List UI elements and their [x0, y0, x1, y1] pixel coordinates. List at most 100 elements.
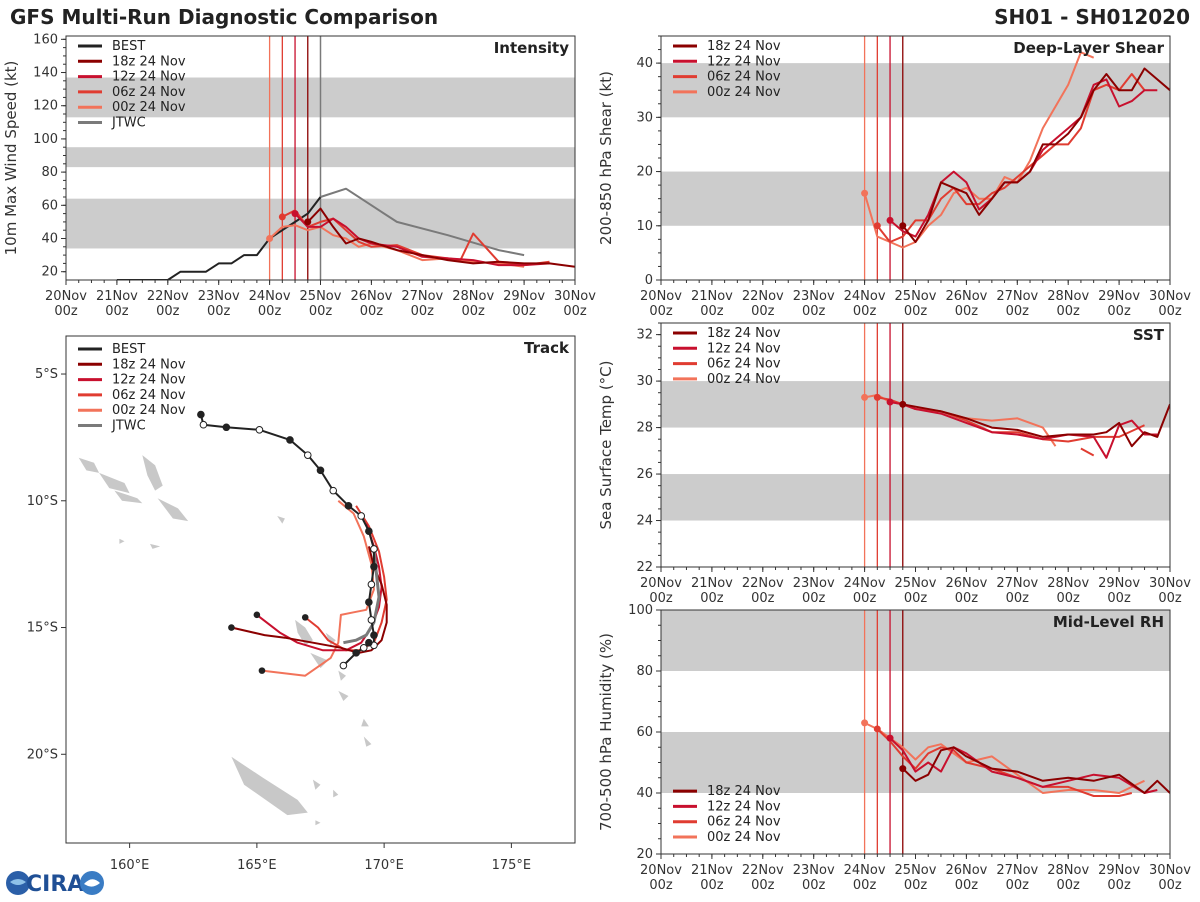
- y-axis-label: 200-850 hPa Shear (kt): [597, 71, 615, 245]
- y-tick-label: 20: [636, 165, 653, 180]
- x-tick-label: 20Nov: [45, 289, 87, 304]
- figure-title: GFS Multi-Run Diagnostic Comparison: [10, 5, 438, 29]
- x-tick-sublabel: 00z: [700, 591, 724, 606]
- x-tick-label: 22Nov: [742, 289, 784, 304]
- y-tick-label: 0: [645, 273, 653, 288]
- lat-tick-label: 10°S: [27, 494, 58, 509]
- legend-label-run00: 00z 24 Nov: [112, 403, 186, 418]
- y-tick-label: 26: [636, 467, 653, 482]
- best-track-point: [339, 661, 348, 670]
- y-tick-label: 160: [33, 32, 58, 47]
- lat-tick-label: 15°S: [27, 621, 58, 636]
- best-track-point: [344, 502, 353, 510]
- series-line-run00: [863, 51, 1095, 249]
- x-tick-sublabel: 00z: [802, 591, 826, 606]
- legend-label-run00: 00z 24 Nov: [707, 85, 781, 100]
- x-tick-sublabel: 00z: [955, 304, 979, 319]
- x-tick-label: 26Nov: [945, 289, 987, 304]
- best-track-point: [316, 466, 325, 475]
- x-tick-sublabel: 00z: [258, 304, 282, 319]
- series-line-run18: [902, 746, 1170, 794]
- legend-label-run06: 06z 24 Nov: [112, 85, 186, 100]
- track-line-run00: [261, 500, 375, 677]
- x-tick-sublabel: 00z: [1057, 878, 1081, 893]
- x-tick-label: 29Nov: [1098, 576, 1140, 591]
- legend-label-run12: 12z 24 Nov: [112, 70, 186, 85]
- init-point-run00: [861, 393, 869, 401]
- legend-label-run06: 06z 24 Nov: [707, 70, 781, 85]
- series-group-sst: [861, 393, 1170, 459]
- y-tick-label: 10: [636, 219, 653, 234]
- best-track-point: [370, 562, 378, 571]
- y-tick-label: 24: [636, 514, 653, 529]
- x-tick-label: 23Nov: [198, 289, 240, 304]
- legend-label-run12: 12z 24 Nov: [112, 373, 186, 388]
- x-tick-sublabel: 00z: [1057, 304, 1081, 319]
- x-tick-label: 25Nov: [895, 289, 937, 304]
- best-track-point: [359, 644, 368, 652]
- x-tick-sublabel: 00z: [853, 591, 877, 606]
- y-tick-label: 30: [636, 374, 653, 389]
- init-point-run06: [873, 393, 881, 401]
- series-group-intensity: [116, 187, 575, 280]
- island: [363, 736, 372, 747]
- x-tick-label: 20Nov: [640, 863, 682, 878]
- island: [99, 472, 130, 494]
- island: [312, 779, 321, 790]
- x-tick-label: 28Nov: [452, 289, 494, 304]
- init-point-run12: [291, 210, 299, 218]
- panel-rh: 2040608010020Nov00z21Nov00z22Nov00z23Nov…: [597, 603, 1191, 893]
- best-track-point: [357, 512, 366, 520]
- init-point-run18: [304, 218, 312, 226]
- best-track-point: [352, 649, 360, 657]
- x-tick-label: 30Nov: [1149, 863, 1191, 878]
- x-tick-label: 27Nov: [996, 576, 1038, 591]
- x-tick-sublabel: 00z: [1158, 591, 1182, 606]
- y-tick-label: 80: [636, 664, 653, 679]
- threshold-band: [661, 381, 1170, 428]
- island: [157, 498, 189, 522]
- x-tick-sublabel: 00z: [904, 591, 928, 606]
- x-tick-sublabel: 00z: [309, 304, 333, 319]
- x-tick-label: 26Nov: [945, 576, 987, 591]
- lon-tick-label: 160°E: [110, 858, 150, 873]
- x-tick-sublabel: 00z: [700, 304, 724, 319]
- island: [150, 543, 161, 549]
- panel-shear: 01020304020Nov00z21Nov00z22Nov00z23Nov00…: [597, 35, 1191, 319]
- y-tick-label: 20: [636, 847, 653, 862]
- x-tick-label: 27Nov: [996, 863, 1038, 878]
- legend-label-jtwc: JTWC: [111, 116, 146, 131]
- x-tick-sublabel: 00z: [700, 878, 724, 893]
- x-tick-sublabel: 00z: [1158, 304, 1182, 319]
- x-tick-sublabel: 00z: [649, 591, 673, 606]
- series-line-run06: [876, 728, 1133, 797]
- track-end-point-run12: [253, 611, 261, 619]
- track-line-run06: [304, 505, 388, 652]
- init-point-run00: [266, 235, 274, 243]
- series-line-run18: [902, 67, 1170, 243]
- x-tick-sublabel: 00z: [1107, 304, 1131, 319]
- lat-tick-label: 5°S: [35, 367, 58, 382]
- x-tick-label: 23Nov: [793, 576, 835, 591]
- legend-label-run06: 06z 24 Nov: [707, 357, 781, 372]
- x-tick-label: 28Nov: [1047, 576, 1089, 591]
- best-track-point: [370, 545, 378, 553]
- x-tick-sublabel: 00z: [1158, 878, 1182, 893]
- y-tick-label: 140: [33, 66, 58, 81]
- x-tick-sublabel: 00z: [751, 591, 775, 606]
- island: [277, 516, 285, 524]
- island: [361, 718, 369, 727]
- x-tick-sublabel: 00z: [462, 304, 486, 319]
- x-tick-sublabel: 00z: [904, 878, 928, 893]
- x-tick-sublabel: 00z: [1107, 591, 1131, 606]
- best-track-point: [199, 420, 208, 429]
- x-tick-label: 26Nov: [350, 289, 392, 304]
- y-tick-label: 40: [41, 232, 58, 247]
- x-tick-label: 30Nov: [1149, 289, 1191, 304]
- panel-title: SST: [1133, 326, 1165, 344]
- best-track-point: [222, 423, 231, 432]
- x-tick-label: 20Nov: [640, 576, 682, 591]
- x-tick-sublabel: 00z: [955, 878, 979, 893]
- x-tick-label: 23Nov: [793, 863, 835, 878]
